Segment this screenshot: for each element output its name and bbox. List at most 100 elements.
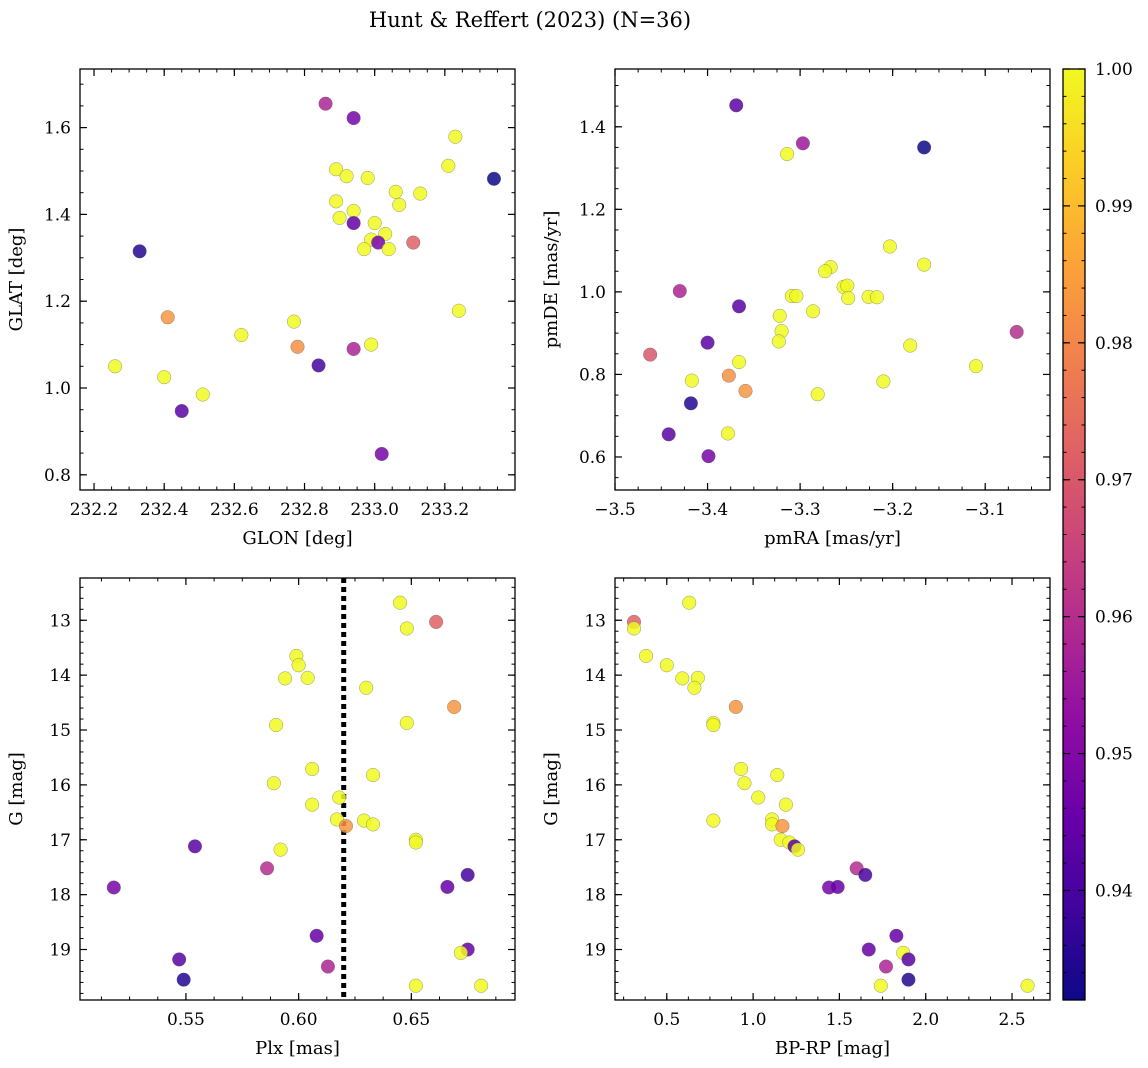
data-point <box>388 184 403 199</box>
data-point <box>406 235 421 250</box>
data-point <box>374 446 389 462</box>
colorbar-tick-label: 0.96 <box>1095 608 1133 628</box>
y-tick-label: 19 <box>49 941 71 961</box>
y-axis-label: pmDE [mas/yr] <box>541 211 562 349</box>
y-tick-label: 0.8 <box>44 466 71 486</box>
y-axis-label: GLAT [deg] <box>6 228 27 332</box>
y-tick-label: 1.4 <box>44 205 71 225</box>
panel-bprp-g: 0.5 1.0 1.5 2.0 2.5 13 14 15 16 17 18 19 BP-RP [mag]… <box>541 577 1051 1059</box>
data-point <box>174 403 189 419</box>
y-tick-label: 17 <box>584 831 606 851</box>
data-point <box>441 158 456 173</box>
data-point <box>300 670 315 685</box>
y-tick-label: 1.2 <box>44 292 71 312</box>
data-point <box>318 96 333 111</box>
y-tick-label: 1.4 <box>579 118 606 138</box>
data-point <box>305 797 320 812</box>
data-point <box>882 239 897 254</box>
data-point <box>266 776 281 791</box>
y-axis-label: G [mag] <box>6 752 27 825</box>
axes-frame <box>614 68 1051 491</box>
x-tick-label: 233.2 <box>421 500 470 520</box>
data-point <box>346 110 361 126</box>
data-point <box>1020 978 1035 993</box>
data-point <box>626 621 642 636</box>
data-point <box>706 718 721 733</box>
x-axis-label: BP-RP [mag] <box>775 1038 890 1059</box>
data-point <box>721 368 736 383</box>
data-point <box>234 328 249 343</box>
x-tick-label: −3.5 <box>594 500 635 520</box>
data-point <box>672 284 687 299</box>
data-point <box>869 290 884 305</box>
y-tick-label: 15 <box>584 721 606 741</box>
data-point <box>359 680 374 695</box>
data-point <box>771 334 786 349</box>
x-tick-label: 0.65 <box>392 1010 430 1030</box>
data-point <box>700 335 715 350</box>
panel-plx-g: 0.55 0.60 0.65 13 14 15 16 17 18 19 Plx [mas] G [ma… <box>6 577 516 1059</box>
data-point <box>329 162 344 177</box>
axes-frame <box>79 577 516 1001</box>
data-point <box>392 197 407 212</box>
y-tick-label: 1.0 <box>579 283 606 303</box>
y-tick-label: 13 <box>49 611 71 631</box>
y-tick-label: 1.2 <box>579 200 606 220</box>
y-tick-label: 19 <box>584 941 606 961</box>
data-point <box>728 699 743 715</box>
colorbar-tick-label: 0.99 <box>1095 197 1133 217</box>
data-point <box>968 359 984 374</box>
y-tick-label: 16 <box>49 776 71 796</box>
x-tick-label: −3.3 <box>779 500 820 520</box>
data-point <box>278 671 293 686</box>
data-point <box>108 359 123 374</box>
data-point <box>408 978 423 993</box>
data-point <box>917 140 932 155</box>
data-point <box>393 595 408 610</box>
axes-frame <box>614 577 1051 1001</box>
data-point <box>273 842 288 857</box>
data-point <box>770 767 785 783</box>
data-point <box>311 358 326 373</box>
data-point <box>106 880 121 895</box>
data-point <box>291 658 306 673</box>
data-point <box>639 648 654 663</box>
data-point <box>795 136 810 151</box>
x-axis-label: Plx [mas] <box>255 1038 340 1059</box>
colorbar: 0.94 0.95 0.96 0.97 0.98 0.99 1.00 <box>1062 60 1133 1001</box>
data-point <box>172 952 187 967</box>
y-tick-label: 17 <box>49 831 71 851</box>
x-axis-label: GLON [deg] <box>242 528 352 549</box>
data-point <box>460 867 475 882</box>
data-point <box>901 952 916 967</box>
x-tick-label: 233.0 <box>350 500 399 520</box>
data-point <box>448 129 463 144</box>
data-point <box>367 216 382 231</box>
x-tick-label: 2.5 <box>999 1010 1026 1030</box>
data-point <box>399 715 414 730</box>
x-axis-label: pmRA [mas/yr] <box>764 528 901 549</box>
colorbar-tick-label: 0.94 <box>1095 881 1133 901</box>
data-point <box>346 216 361 231</box>
colorbar-tick-label: 0.97 <box>1095 471 1133 491</box>
data-point <box>858 867 873 882</box>
y-tick-label: 18 <box>49 886 71 906</box>
data-point <box>729 98 744 113</box>
data-point <box>371 235 386 250</box>
data-point <box>659 658 674 673</box>
data-point <box>806 304 821 319</box>
y-axis-label: G [mag] <box>541 752 562 825</box>
data-point <box>878 959 894 974</box>
data-point <box>453 945 468 960</box>
data-point <box>365 817 381 832</box>
data-point <box>731 299 747 314</box>
data-point <box>157 370 172 385</box>
data-point <box>332 210 347 225</box>
x-tick-label: −3.1 <box>965 500 1006 520</box>
panel-pmra-pmde: −3.5 −3.4 −3.3 −3.2 −3.1 0.6 0.8 1.0 1.2 1.4 pmRA … <box>541 68 1051 549</box>
data-point <box>429 614 444 629</box>
x-tick-label: −3.4 <box>687 500 728 520</box>
x-tick-label: 2.0 <box>912 1010 939 1030</box>
data-point <box>790 842 806 857</box>
colorbar-tick-label: 0.98 <box>1095 334 1133 354</box>
